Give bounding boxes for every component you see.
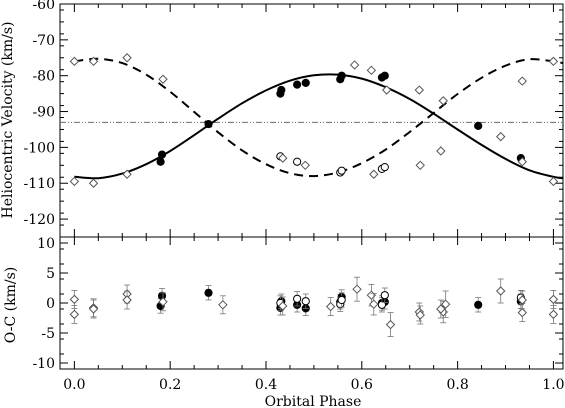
filled-circle-point [156, 157, 165, 166]
filled-circle-point [474, 121, 483, 130]
open-diamond-point [278, 301, 288, 311]
bottom-y-tick-label: -10 [32, 356, 55, 372]
open-diamond-point [438, 96, 448, 106]
filled-circle-point [474, 300, 483, 309]
open-diamond-point [122, 295, 132, 305]
x-tick-label: 0.6 [351, 377, 373, 393]
open-diamond-point [122, 169, 132, 179]
open-diamond-point [69, 176, 80, 187]
open-diamond-point [382, 85, 392, 95]
top-y-tick-label: -110 [24, 176, 55, 192]
open-diamond-point [278, 153, 288, 163]
bottom-plot-frame [59, 236, 564, 370]
bottom-y-tick-label: 5 [46, 266, 55, 282]
open-circle-point [337, 295, 346, 305]
filled-circle-point [293, 80, 302, 89]
top-y-tick-label: -70 [32, 33, 55, 49]
open-diamond-point [300, 160, 310, 171]
model-curve-dashed [74, 57, 563, 178]
open-diamond-point [88, 56, 99, 67]
x-tick-label: 1.0 [542, 377, 564, 393]
open-diamond-point [352, 284, 362, 294]
filled-circle-point [301, 78, 310, 87]
x-tick-label: 0.8 [446, 377, 468, 393]
open-diamond-point [122, 53, 132, 63]
open-circle-point [293, 157, 302, 166]
open-diamond-point [414, 85, 424, 95]
open-diamond-point [325, 301, 336, 312]
open-diamond-point [548, 309, 559, 320]
open-diamond-point [69, 56, 80, 67]
open-diamond-point [158, 74, 168, 84]
x-tick-label: 0.2 [159, 377, 181, 393]
rv-curve-panel: -120 -110 -100 -90 -80 -70 -60 [24, 0, 564, 238]
open-diamond-point [436, 146, 446, 156]
open-circle-point [380, 163, 389, 172]
open-circle-point [337, 166, 346, 175]
filled-circle-point [204, 288, 213, 297]
open-diamond-point [349, 60, 360, 70]
residuals-panel: 0.0 0.2 0.4 0.6 0.8 1.0 -10 -5 0 5 10 [32, 236, 564, 393]
open-diamond-point [548, 176, 559, 187]
open-diamond-point [69, 294, 80, 305]
filled-circle-point [277, 85, 286, 95]
open-diamond-point [496, 286, 506, 296]
top-y-tick-label: -60 [32, 0, 55, 13]
open-diamond-point [369, 299, 379, 309]
bottom-y-tick-label: -5 [41, 326, 55, 342]
top-y-tick-label: -100 [24, 140, 55, 156]
top-y-axis-title: Heliocentric Velocity (km/s) [0, 21, 16, 218]
open-circle-point [377, 300, 387, 309]
bottom-plot-area [69, 276, 559, 338]
top-plot-frame [59, 3, 564, 238]
filled-circle-point [337, 71, 346, 80]
open-diamond-point [517, 157, 527, 167]
open-diamond-point [548, 56, 559, 67]
open-diamond-point [548, 294, 559, 305]
open-diamond-point [88, 178, 99, 188]
open-diamond-point [415, 160, 425, 171]
open-diamond-point [385, 319, 396, 330]
open-circle-point [301, 297, 310, 306]
open-diamond-point [158, 297, 168, 307]
open-diamond-point [88, 304, 99, 314]
open-diamond-point [415, 310, 425, 320]
open-diamond-point [218, 300, 228, 310]
open-diamond-point [369, 169, 379, 179]
top-plot-area [60, 53, 563, 188]
x-axis-title: Orbital Phase [265, 394, 362, 408]
open-diamond-point [517, 307, 527, 318]
bottom-y-axis-title: O-C (km/s) [3, 267, 19, 343]
open-diamond-point [366, 290, 377, 300]
x-tick-label: 0.4 [255, 377, 277, 393]
filled-circle-point [157, 150, 167, 159]
x-tick-label: 0.0 [63, 377, 85, 393]
open-diamond-point [440, 299, 451, 309]
top-y-tick-label: -90 [32, 105, 55, 121]
open-diamond-point [69, 309, 80, 320]
filled-circle-point [380, 71, 389, 80]
model-curve-solid [74, 73, 563, 180]
open-diamond-point [517, 76, 527, 86]
open-circle-point [380, 291, 389, 300]
open-circle-point [293, 294, 302, 303]
open-diamond-point [496, 131, 506, 142]
open-diamond-point [436, 304, 446, 314]
top-y-tick-label: -80 [32, 69, 55, 85]
open-diamond-point [517, 295, 527, 305]
open-diamond-point [366, 65, 377, 76]
top-y-tick-label: -120 [24, 212, 55, 228]
bottom-y-tick-label: 10 [37, 236, 55, 252]
filled-circle-point [204, 119, 213, 129]
bottom-y-tick-label: 0 [46, 296, 55, 312]
